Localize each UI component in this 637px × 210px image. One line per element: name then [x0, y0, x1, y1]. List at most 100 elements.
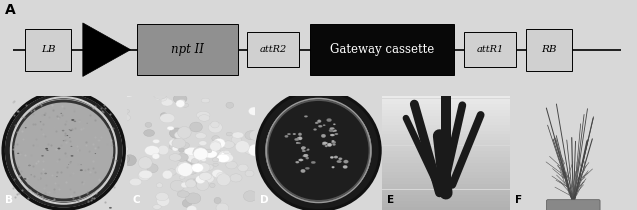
Ellipse shape: [285, 135, 288, 138]
Ellipse shape: [330, 156, 334, 159]
Ellipse shape: [182, 199, 192, 207]
Ellipse shape: [153, 205, 161, 209]
Ellipse shape: [109, 207, 112, 209]
Ellipse shape: [24, 178, 27, 180]
Ellipse shape: [45, 148, 48, 150]
Ellipse shape: [297, 142, 301, 144]
Ellipse shape: [327, 118, 332, 122]
Ellipse shape: [173, 94, 187, 103]
Ellipse shape: [323, 125, 326, 126]
Ellipse shape: [327, 119, 330, 121]
Ellipse shape: [226, 102, 234, 108]
Ellipse shape: [248, 107, 259, 115]
Bar: [382, 157, 510, 160]
Bar: [382, 107, 510, 110]
Ellipse shape: [245, 170, 254, 177]
Ellipse shape: [193, 147, 208, 159]
Ellipse shape: [123, 155, 136, 166]
Ellipse shape: [302, 147, 306, 149]
Ellipse shape: [154, 92, 166, 99]
Bar: [382, 113, 510, 116]
Ellipse shape: [154, 91, 166, 100]
Ellipse shape: [211, 121, 219, 128]
Ellipse shape: [51, 81, 54, 82]
Ellipse shape: [191, 158, 199, 164]
Ellipse shape: [156, 193, 169, 201]
Ellipse shape: [211, 140, 224, 148]
Ellipse shape: [199, 172, 211, 180]
Ellipse shape: [192, 164, 203, 172]
Ellipse shape: [182, 103, 189, 107]
Ellipse shape: [56, 176, 58, 177]
Ellipse shape: [160, 113, 175, 123]
Ellipse shape: [210, 142, 221, 151]
Bar: [382, 193, 510, 195]
Ellipse shape: [167, 169, 176, 176]
Ellipse shape: [311, 161, 315, 164]
Ellipse shape: [147, 164, 158, 173]
Ellipse shape: [87, 192, 89, 193]
Ellipse shape: [210, 140, 220, 148]
Ellipse shape: [222, 141, 234, 148]
Ellipse shape: [324, 142, 328, 144]
Ellipse shape: [178, 163, 193, 176]
Ellipse shape: [161, 113, 168, 118]
Ellipse shape: [217, 172, 227, 179]
Ellipse shape: [167, 126, 174, 130]
Ellipse shape: [268, 100, 369, 201]
Ellipse shape: [248, 144, 263, 156]
Ellipse shape: [157, 195, 169, 206]
Bar: [382, 187, 510, 189]
Ellipse shape: [122, 109, 129, 113]
Ellipse shape: [41, 155, 44, 157]
Ellipse shape: [145, 146, 159, 155]
Ellipse shape: [187, 206, 197, 210]
Ellipse shape: [116, 145, 129, 153]
Ellipse shape: [125, 83, 131, 87]
Ellipse shape: [69, 137, 71, 138]
Ellipse shape: [89, 202, 90, 203]
FancyBboxPatch shape: [310, 24, 454, 75]
Ellipse shape: [71, 155, 73, 157]
Text: attR1: attR1: [476, 45, 503, 54]
Ellipse shape: [69, 130, 73, 131]
Bar: [382, 178, 510, 181]
Ellipse shape: [304, 154, 308, 157]
Ellipse shape: [173, 89, 182, 95]
Ellipse shape: [220, 154, 233, 162]
Ellipse shape: [28, 165, 31, 166]
Bar: [382, 122, 510, 125]
Text: B: B: [5, 196, 13, 205]
Ellipse shape: [61, 113, 62, 114]
Ellipse shape: [213, 139, 225, 148]
Ellipse shape: [110, 184, 111, 185]
Bar: [382, 190, 510, 192]
Ellipse shape: [138, 157, 152, 169]
Ellipse shape: [333, 131, 335, 132]
Ellipse shape: [297, 137, 299, 140]
Ellipse shape: [131, 122, 132, 123]
Ellipse shape: [180, 163, 186, 168]
Ellipse shape: [236, 141, 250, 153]
Ellipse shape: [213, 163, 218, 166]
Ellipse shape: [185, 165, 198, 174]
Ellipse shape: [206, 149, 212, 153]
Ellipse shape: [321, 134, 326, 138]
Ellipse shape: [211, 150, 222, 156]
Ellipse shape: [216, 203, 229, 210]
Ellipse shape: [175, 131, 189, 139]
Ellipse shape: [307, 149, 310, 150]
Ellipse shape: [311, 126, 317, 130]
Ellipse shape: [310, 142, 320, 149]
Ellipse shape: [177, 191, 189, 197]
Text: RB: RB: [541, 45, 557, 54]
Text: D: D: [260, 196, 269, 205]
Ellipse shape: [57, 148, 61, 149]
Ellipse shape: [156, 183, 162, 188]
Bar: [382, 119, 510, 122]
Ellipse shape: [249, 130, 261, 140]
Ellipse shape: [299, 159, 303, 161]
Ellipse shape: [298, 133, 302, 136]
Bar: [382, 140, 510, 143]
Ellipse shape: [266, 173, 271, 177]
